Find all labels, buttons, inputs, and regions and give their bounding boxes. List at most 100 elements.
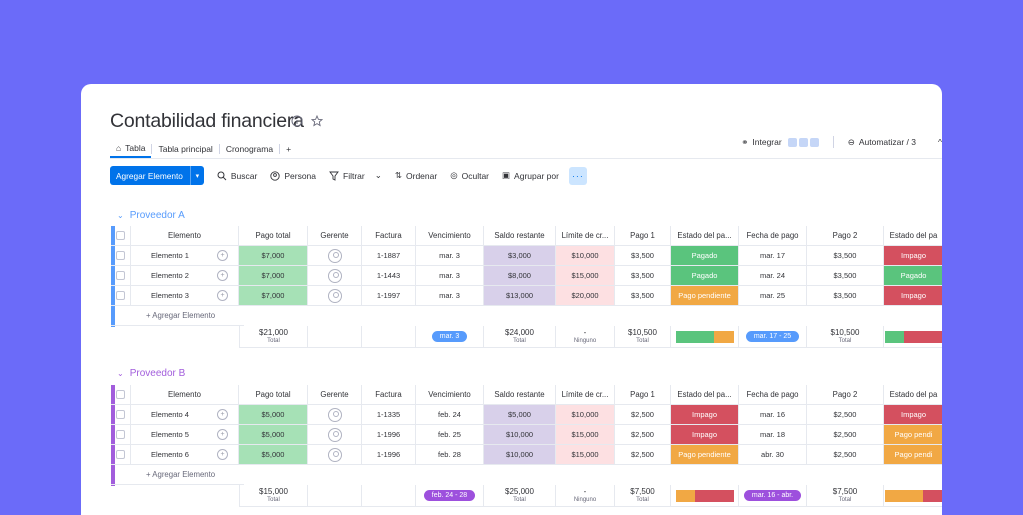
column-header-invoice[interactable]: Factura bbox=[362, 385, 416, 405]
total-payment-cell[interactable]: $7,000 bbox=[239, 246, 308, 266]
person-avatar-icon[interactable] bbox=[327, 248, 342, 263]
column-header-remaining-balance[interactable]: Saldo restante bbox=[484, 385, 556, 405]
collapse-icon[interactable]: ^ bbox=[938, 137, 942, 147]
credit-limit-cell[interactable]: $15,000 bbox=[556, 445, 615, 465]
column-header-element[interactable]: Elemento bbox=[131, 385, 239, 405]
group-header-a[interactable]: ⌄ Proveedor A bbox=[117, 210, 185, 221]
column-header-element[interactable]: Elemento bbox=[131, 226, 239, 246]
person-avatar-icon[interactable] bbox=[327, 427, 342, 442]
status-2-cell[interactable]: Pagado bbox=[884, 266, 942, 286]
status-2-cell[interactable]: Pago pendi bbox=[884, 425, 942, 445]
remaining-balance-cell[interactable]: $13,000 bbox=[484, 286, 556, 306]
column-header-due-date[interactable]: Vencimiento bbox=[416, 226, 484, 246]
column-header-payment-status-1[interactable]: Estado del pa... bbox=[671, 385, 739, 405]
column-header-payment-date[interactable]: Fecha de pago bbox=[739, 385, 807, 405]
manager-cell[interactable] bbox=[308, 405, 362, 425]
automate-button[interactable]: ⊖ Automatizar / 3 bbox=[848, 137, 916, 148]
person-avatar-icon[interactable] bbox=[327, 268, 342, 283]
manager-cell[interactable] bbox=[308, 286, 362, 306]
person-avatar-icon[interactable] bbox=[327, 288, 342, 303]
status-1-cell[interactable]: Pago pendiente bbox=[671, 286, 739, 306]
column-header-payment-1[interactable]: Pago 1 bbox=[615, 385, 671, 405]
tab-tabla-principal[interactable]: Tabla principal bbox=[152, 142, 218, 156]
payment-date-cell[interactable]: mar. 24 bbox=[739, 266, 807, 286]
due-date-cell[interactable]: feb. 28 bbox=[416, 445, 484, 465]
column-header-due-date[interactable]: Vencimiento bbox=[416, 385, 484, 405]
group-by-button[interactable]: ▣ Agrupar por bbox=[502, 170, 559, 181]
column-header-total-payment[interactable]: Pago total bbox=[239, 385, 308, 405]
add-view-button[interactable]: + bbox=[280, 142, 297, 156]
chevron-down-icon[interactable]: ⌄ bbox=[117, 211, 124, 220]
select-all-checkbox[interactable] bbox=[111, 385, 131, 405]
remaining-balance-cell[interactable]: $3,000 bbox=[484, 246, 556, 266]
payment-date-cell[interactable]: abr. 30 bbox=[739, 445, 807, 465]
status-1-cell[interactable]: Pagado bbox=[671, 266, 739, 286]
row-checkbox[interactable] bbox=[111, 445, 131, 465]
remaining-balance-cell[interactable]: $8,000 bbox=[484, 266, 556, 286]
payment-2-cell[interactable]: $3,500 bbox=[807, 266, 884, 286]
status-2-cell[interactable]: Impago bbox=[884, 286, 942, 306]
due-date-cell[interactable]: feb. 24 bbox=[416, 405, 484, 425]
payment-date-cell[interactable]: mar. 17 bbox=[739, 246, 807, 266]
total-payment-cell[interactable]: $5,000 bbox=[239, 445, 308, 465]
invoice-cell[interactable]: 1-1996 bbox=[362, 425, 416, 445]
sort-button[interactable]: ⇅ Ordenar bbox=[395, 170, 437, 181]
item-name-cell[interactable]: Elemento 3 + bbox=[131, 286, 239, 306]
column-header-payment-status-1[interactable]: Estado del pa... bbox=[671, 226, 739, 246]
group-header-b[interactable]: ⌄ Proveedor B bbox=[117, 368, 185, 379]
person-avatar-icon[interactable] bbox=[327, 407, 342, 422]
payment-1-cell[interactable]: $2,500 bbox=[615, 405, 671, 425]
manager-cell[interactable] bbox=[308, 246, 362, 266]
search-button[interactable]: Buscar bbox=[217, 171, 257, 181]
chevron-down-icon[interactable]: ⌄ bbox=[117, 369, 124, 378]
payment-1-cell[interactable]: $3,500 bbox=[615, 266, 671, 286]
due-date-cell[interactable]: mar. 3 bbox=[416, 246, 484, 266]
remaining-balance-cell[interactable]: $10,000 bbox=[484, 445, 556, 465]
item-name-cell[interactable]: Elemento 5 + bbox=[131, 425, 239, 445]
more-options-button[interactable]: ··· bbox=[568, 166, 587, 185]
hide-button[interactable]: ◎ Ocultar bbox=[450, 170, 489, 181]
invoice-cell[interactable]: 1-1887 bbox=[362, 246, 416, 266]
manager-cell[interactable] bbox=[308, 266, 362, 286]
payment-1-cell[interactable]: $2,500 bbox=[615, 425, 671, 445]
credit-limit-cell[interactable]: $10,000 bbox=[556, 246, 615, 266]
tab-cronograma[interactable]: Cronograma bbox=[220, 142, 279, 156]
chevron-down-icon[interactable]: ▾ bbox=[189, 166, 204, 185]
column-header-total-payment[interactable]: Pago total bbox=[239, 226, 308, 246]
payment-2-cell[interactable]: $2,500 bbox=[807, 405, 884, 425]
column-header-payment-status-2[interactable]: Estado del pa bbox=[884, 226, 942, 246]
info-icon[interactable] bbox=[291, 114, 303, 132]
add-update-icon[interactable]: + bbox=[217, 429, 228, 440]
payment-1-cell[interactable]: $2,500 bbox=[615, 445, 671, 465]
payment-1-cell[interactable]: $3,500 bbox=[615, 246, 671, 266]
payment-2-cell[interactable]: $3,500 bbox=[807, 286, 884, 306]
select-all-checkbox[interactable] bbox=[111, 226, 131, 246]
add-item-row[interactable]: + Agregar Elemento bbox=[111, 306, 244, 326]
add-update-icon[interactable]: + bbox=[217, 449, 228, 460]
item-name-cell[interactable]: Elemento 2 + bbox=[131, 266, 239, 286]
person-filter-button[interactable]: Persona bbox=[270, 171, 316, 181]
item-name-cell[interactable]: Elemento 1 + bbox=[131, 246, 239, 266]
invoice-cell[interactable]: 1-1443 bbox=[362, 266, 416, 286]
column-header-credit-limit[interactable]: Límite de cr... bbox=[556, 385, 615, 405]
status-1-cell[interactable]: Impago bbox=[671, 405, 739, 425]
add-item-button[interactable]: Agregar Elemento ▾ bbox=[110, 166, 204, 185]
row-checkbox[interactable] bbox=[111, 286, 131, 306]
add-update-icon[interactable]: + bbox=[217, 250, 228, 261]
payment-date-cell[interactable]: mar. 16 bbox=[739, 405, 807, 425]
status-2-cell[interactable]: Pago pendi bbox=[884, 445, 942, 465]
invoice-cell[interactable]: 1-1996 bbox=[362, 445, 416, 465]
row-checkbox[interactable] bbox=[111, 425, 131, 445]
payment-date-cell[interactable]: mar. 25 bbox=[739, 286, 807, 306]
due-date-cell[interactable]: mar. 3 bbox=[416, 286, 484, 306]
status-1-cell[interactable]: Pago pendiente bbox=[671, 445, 739, 465]
total-payment-cell[interactable]: $7,000 bbox=[239, 266, 308, 286]
payment-1-cell[interactable]: $3,500 bbox=[615, 286, 671, 306]
remaining-balance-cell[interactable]: $10,000 bbox=[484, 425, 556, 445]
add-update-icon[interactable]: + bbox=[217, 270, 228, 281]
payment-2-cell[interactable]: $2,500 bbox=[807, 445, 884, 465]
row-checkbox[interactable] bbox=[111, 246, 131, 266]
add-update-icon[interactable]: + bbox=[217, 409, 228, 420]
column-header-payment-2[interactable]: Pago 2 bbox=[807, 385, 884, 405]
credit-limit-cell[interactable]: $10,000 bbox=[556, 405, 615, 425]
